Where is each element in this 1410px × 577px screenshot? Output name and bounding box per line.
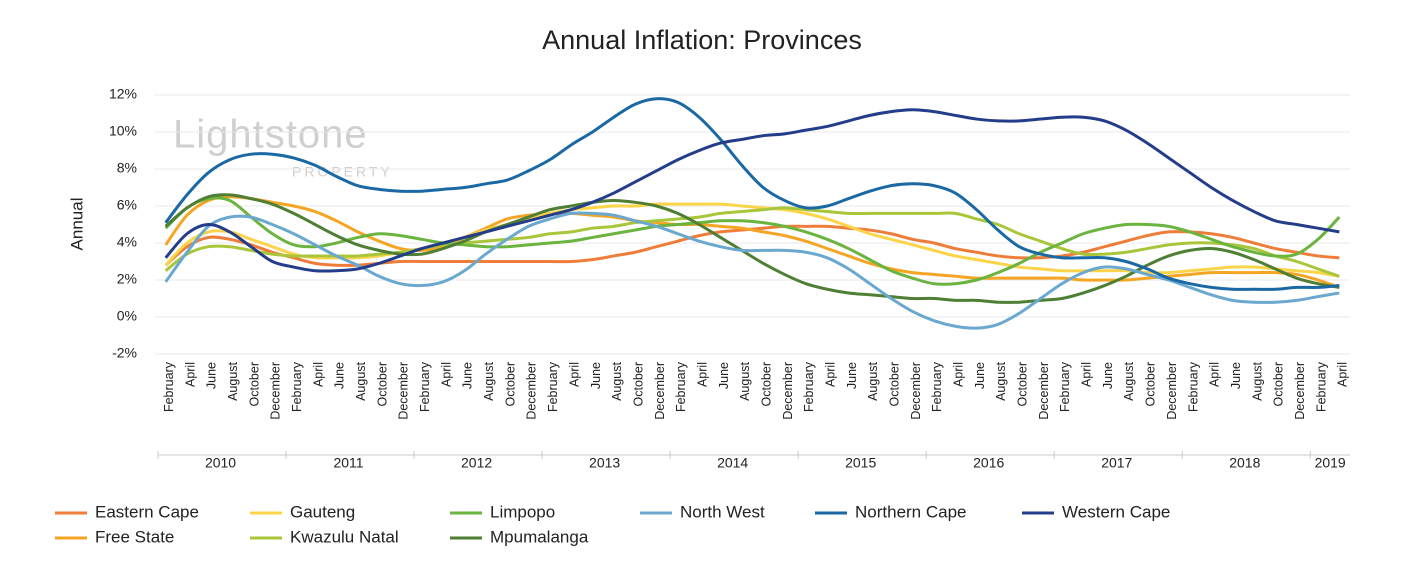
- legend-label: Limpopo: [490, 502, 555, 521]
- x-tick-label: December: [909, 362, 923, 420]
- x-tick-label: December: [1037, 362, 1051, 420]
- x-tick-label: August: [482, 361, 496, 400]
- x-tick-label: December: [269, 362, 283, 420]
- series-line: [164, 196, 1341, 286]
- x-tick-label: August: [610, 361, 624, 400]
- x-tick-label: October: [1272, 362, 1286, 406]
- x-tick-label: April: [183, 362, 197, 387]
- x-tick-label: February: [930, 361, 944, 412]
- year-label: 2016: [973, 455, 1004, 471]
- x-tick-label: February: [674, 361, 688, 412]
- x-tick-label: April: [695, 362, 709, 387]
- x-tick-label: February: [1186, 361, 1200, 412]
- x-tick-label: August: [866, 361, 880, 400]
- series-line: [164, 108, 1340, 273]
- x-tick-label: February: [162, 361, 176, 412]
- series-line: [164, 193, 1340, 304]
- x-tick-label: April: [1080, 362, 1094, 387]
- x-tick-label: April: [952, 362, 966, 387]
- x-tick-label: October: [759, 362, 773, 406]
- x-tick-label: August: [1250, 361, 1264, 400]
- watermark: Lightstone: [173, 113, 368, 157]
- legend-label: Eastern Cape: [95, 502, 199, 521]
- x-tick-label: June: [589, 362, 603, 389]
- year-label: 2010: [205, 455, 236, 471]
- x-tick-label: April: [439, 362, 453, 387]
- y-axis-label: Annual: [67, 198, 86, 251]
- y-tick-label: -2%: [112, 345, 137, 361]
- year-label: 2014: [717, 455, 748, 471]
- x-tick-label: October: [631, 362, 645, 406]
- year-label: 2012: [461, 455, 492, 471]
- x-tick-label: October: [1016, 362, 1030, 406]
- x-tick-label: August: [1122, 361, 1136, 400]
- x-tick-label: October: [375, 362, 389, 406]
- x-tick-label: February: [1058, 361, 1072, 412]
- series-line: [164, 195, 1340, 289]
- x-tick-label: August: [738, 361, 752, 400]
- year-label: 2017: [1101, 455, 1132, 471]
- year-label: 2015: [845, 455, 876, 471]
- year-label: 2018: [1229, 455, 1260, 471]
- x-tick-label: June: [1101, 362, 1115, 389]
- x-tick-label: April: [1208, 362, 1222, 387]
- legend-label: Kwazulu Natal: [290, 527, 399, 546]
- x-tick-label: December: [397, 362, 411, 420]
- y-tick-label: 6%: [117, 197, 137, 213]
- year-label: 2019: [1315, 455, 1346, 471]
- x-tick-label: June: [461, 362, 475, 389]
- legend-label: Free State: [95, 527, 174, 546]
- x-tick-label: December: [781, 362, 795, 420]
- x-tick-label: October: [503, 362, 517, 406]
- x-tick-label: October: [247, 362, 261, 406]
- x-tick-label: April: [1336, 362, 1350, 387]
- legend-label: Northern Cape: [855, 502, 967, 521]
- series-line: [164, 97, 1340, 291]
- x-tick-label: February: [290, 361, 304, 412]
- x-tick-label: April: [823, 362, 837, 387]
- y-tick-label: 4%: [117, 234, 137, 250]
- y-tick-label: 0%: [117, 308, 137, 324]
- series-line: [164, 211, 1340, 330]
- y-tick-label: 12%: [109, 86, 137, 102]
- x-tick-label: April: [567, 362, 581, 387]
- x-tick-label: June: [205, 362, 219, 389]
- x-tick-label: February: [546, 361, 560, 412]
- y-tick-label: 2%: [117, 271, 137, 287]
- x-tick-label: February: [802, 361, 816, 412]
- year-label: 2011: [333, 455, 363, 471]
- chart-title: Annual Inflation: Provinces: [542, 25, 862, 55]
- x-tick-label: June: [717, 362, 731, 389]
- year-label: 2013: [589, 455, 620, 471]
- x-tick-label: April: [311, 362, 325, 387]
- legend-label: North West: [680, 502, 765, 521]
- x-tick-label: June: [845, 362, 859, 389]
- x-tick-label: December: [1293, 362, 1307, 420]
- x-tick-label: October: [888, 362, 902, 406]
- x-tick-label: August: [994, 361, 1008, 400]
- series-line: [164, 206, 1340, 278]
- legend-label: Western Cape: [1062, 502, 1170, 521]
- x-tick-label: December: [1165, 362, 1179, 420]
- x-tick-label: December: [653, 362, 667, 420]
- x-tick-label: December: [525, 362, 539, 420]
- x-tick-label: June: [1229, 362, 1243, 389]
- x-tick-label: August: [226, 361, 240, 400]
- x-tick-label: February: [1314, 361, 1328, 412]
- legend-label: Mpumalanga: [490, 527, 589, 546]
- x-tick-label: February: [418, 361, 432, 412]
- x-tick-label: June: [973, 362, 987, 389]
- x-tick-label: June: [333, 362, 347, 389]
- x-tick-label: August: [354, 361, 368, 400]
- x-tick-label: October: [1144, 362, 1158, 406]
- watermark: PROPERTY: [292, 164, 393, 180]
- legend-label: Gauteng: [290, 502, 355, 521]
- y-tick-label: 10%: [109, 123, 137, 139]
- y-tick-label: 8%: [117, 160, 137, 176]
